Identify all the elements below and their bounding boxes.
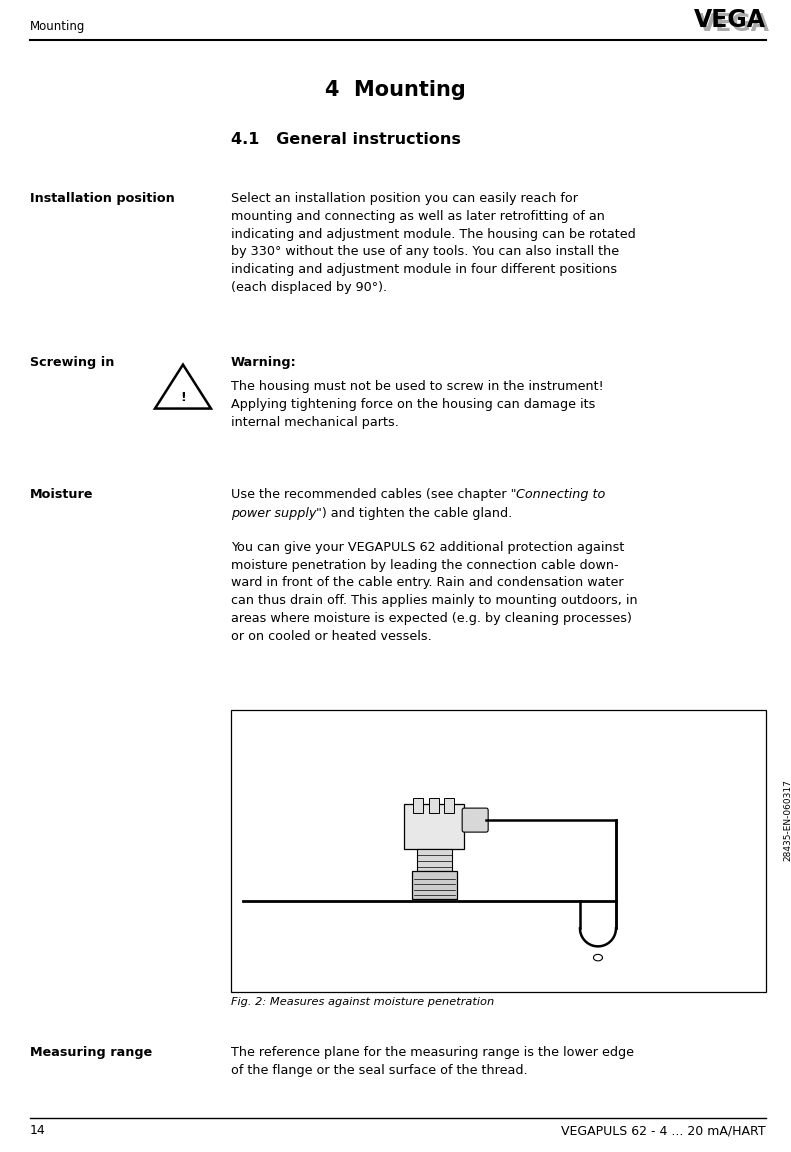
FancyBboxPatch shape [413,798,423,813]
FancyBboxPatch shape [429,798,439,813]
Text: Use the recommended cables (see chapter ": Use the recommended cables (see chapter … [231,488,517,501]
FancyBboxPatch shape [445,798,454,813]
Text: ") and tighten the cable gland.: ") and tighten the cable gland. [316,507,513,520]
Text: The housing must not be used to screw in the instrument!
Applying tightening for: The housing must not be used to screw in… [231,380,604,429]
Text: Screwing in: Screwing in [30,356,115,369]
Text: 14: 14 [30,1124,46,1137]
Text: 28435-EN-060317: 28435-EN-060317 [784,779,791,861]
FancyBboxPatch shape [404,804,464,849]
FancyBboxPatch shape [231,710,766,992]
Text: Installation position: Installation position [30,192,175,205]
Text: VEGA: VEGA [698,12,770,36]
Text: 4.1   General instructions: 4.1 General instructions [231,132,461,147]
Text: Mounting: Mounting [30,20,85,33]
Text: VEGA: VEGA [694,8,766,32]
Text: Measuring range: Measuring range [30,1046,153,1059]
Text: Select an installation position you can easily reach for
mounting and connecting: Select an installation position you can … [231,192,636,294]
Text: power supply: power supply [231,507,316,520]
Text: Connecting to: Connecting to [517,488,606,501]
Text: Moisture: Moisture [30,488,93,501]
Text: !: ! [180,391,186,404]
Text: VEGAPULS 62 - 4 ... 20 mA/HART: VEGAPULS 62 - 4 ... 20 mA/HART [561,1124,766,1137]
Text: Warning:: Warning: [231,356,297,369]
Text: Use the recommended cables (see chapter ": Use the recommended cables (see chapter … [231,488,517,501]
Text: Fig. 2: Measures against moisture penetration: Fig. 2: Measures against moisture penetr… [231,996,494,1007]
Text: You can give your VEGAPULS 62 additional protection against
moisture penetration: You can give your VEGAPULS 62 additional… [231,540,638,643]
FancyBboxPatch shape [417,849,452,871]
Text: The reference plane for the measuring range is the lower edge
of the flange or t: The reference plane for the measuring ra… [231,1046,634,1077]
FancyBboxPatch shape [411,871,456,900]
FancyBboxPatch shape [462,808,488,832]
Text: power supply: power supply [231,507,316,520]
Text: 4  Mounting: 4 Mounting [325,79,466,100]
